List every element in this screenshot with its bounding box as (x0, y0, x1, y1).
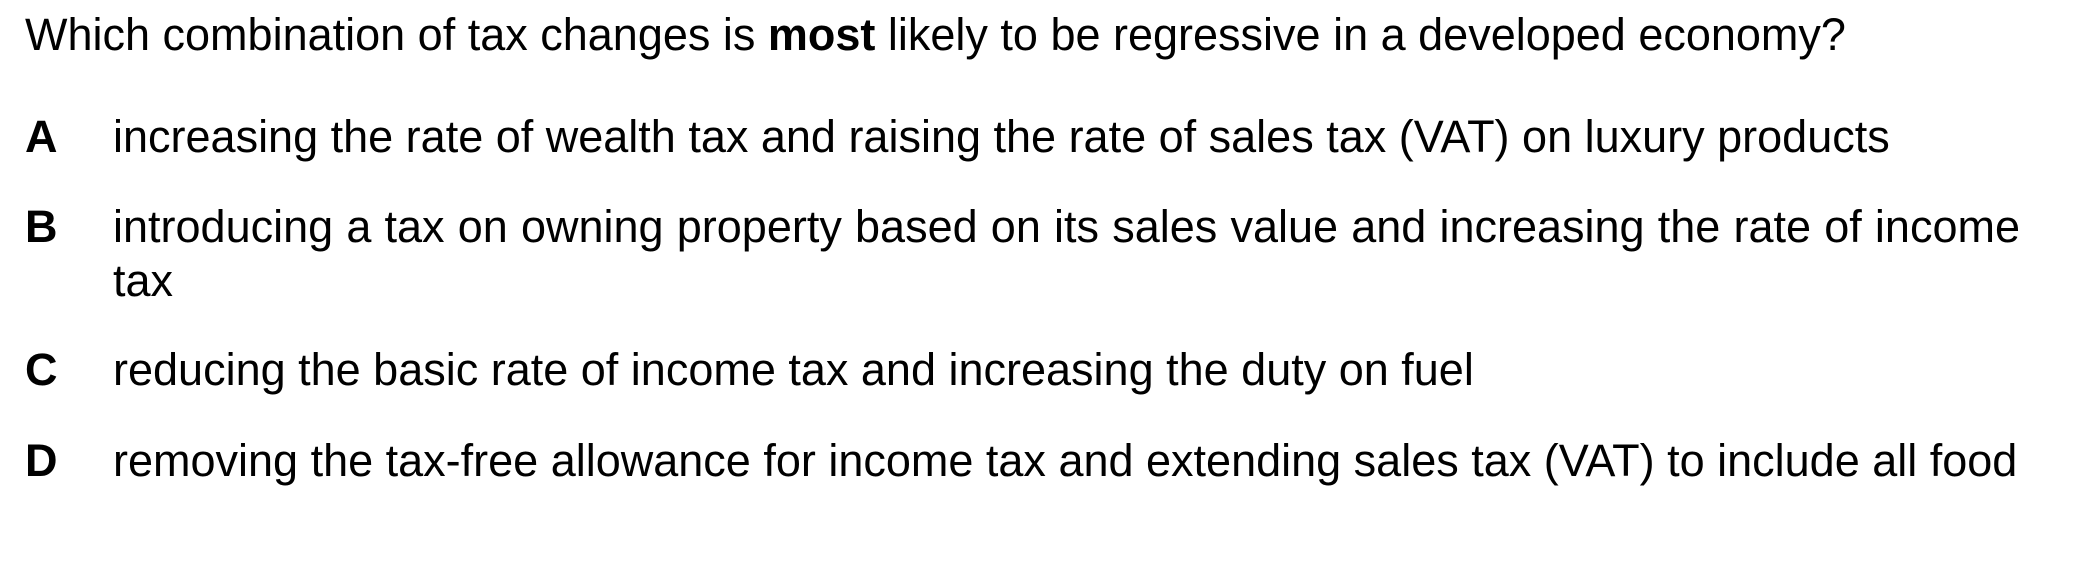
option-b-letter: B (25, 201, 58, 252)
option-d-letter: D (25, 435, 58, 486)
option-d[interactable]: D removing the tax-free allowance for in… (25, 434, 2020, 488)
question-stem: Which combination of tax changes is most… (25, 8, 1846, 62)
question-text-before: Which combination of tax changes is (25, 9, 768, 60)
option-b-text: introducing a tax on owning property bas… (113, 201, 2020, 306)
option-a-letter: A (25, 111, 58, 162)
question-text-after: likely to be regressive in a developed e… (875, 9, 1846, 60)
option-a-text: increasing the rate of wealth tax and ra… (113, 111, 1890, 162)
option-c-text: reducing the basic rate of income tax an… (113, 344, 1474, 395)
option-a[interactable]: A increasing the rate of wealth tax and … (25, 110, 2020, 164)
option-c[interactable]: C reducing the basic rate of income tax … (25, 343, 2020, 397)
option-c-letter: C (25, 344, 58, 395)
option-b[interactable]: B introducing a tax on owning property b… (25, 200, 2020, 308)
question-emphasis: most (767, 9, 876, 60)
option-d-text: removing the tax-free allowance for inco… (113, 435, 2018, 486)
